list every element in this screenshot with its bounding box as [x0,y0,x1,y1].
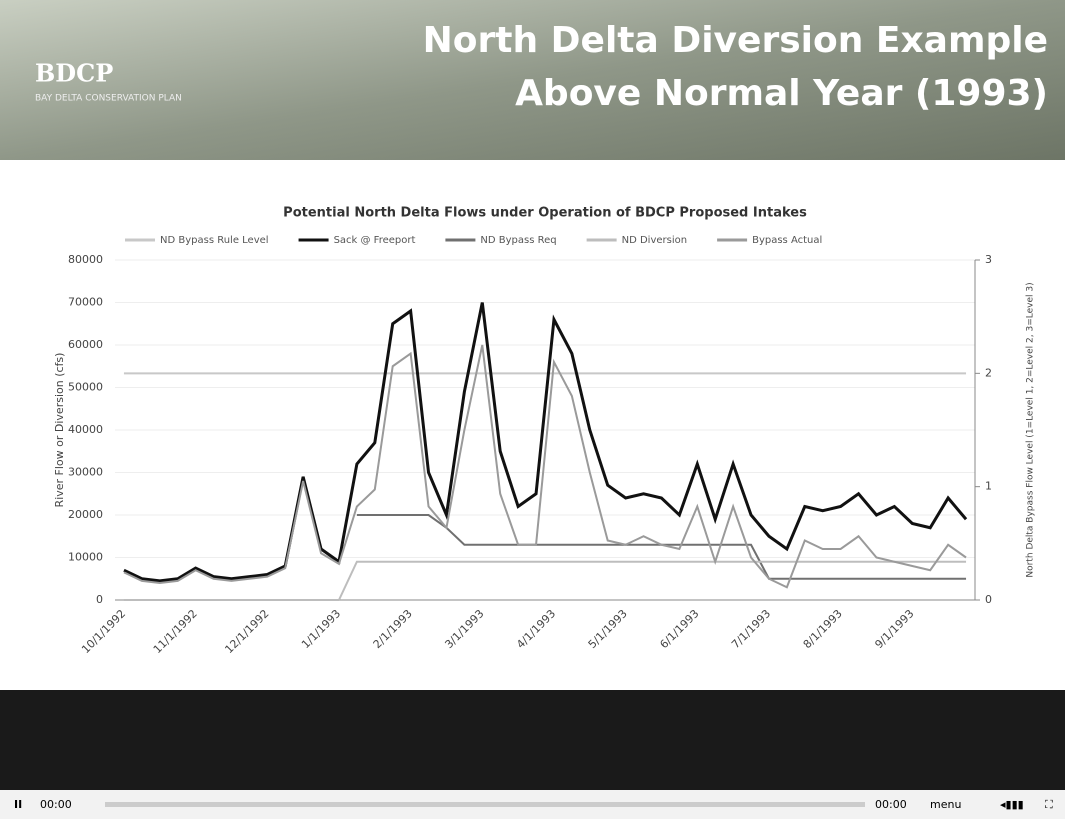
y-tick-label: 0 [96,593,103,606]
logo-sub: BAY DELTA CONSERVATION PLAN [35,94,182,104]
series-line [123,560,967,601]
y2-axis-label: North Delta Bypass Flow Level (1=Level 1… [1026,282,1036,577]
time: 00:00 [875,798,907,811]
x-tick-label: 8/1/1993 [801,607,845,651]
x-tick-label: 1/1/1993 [299,607,343,651]
chart-title: Potential North Delta Flows under Operat… [283,206,807,221]
y-tick-label: 40000 [68,423,103,436]
x-tick-label: 12/1/1992 [222,607,271,656]
y-axis-label: River Flow or Diversion (cfs) [53,353,66,508]
y-tick-label: 30000 [68,466,103,479]
legend-label: Sack @ Freeport [334,235,416,246]
y2-tick-label: 3 [985,253,992,266]
x-tick-label: 10/1/1992 [79,607,128,656]
y-tick-label: 80000 [68,253,103,266]
footer-band [0,690,1065,790]
time: 00:00 [40,798,72,811]
x-tick-label: 2/1/1993 [371,607,415,651]
x-tick-label: 3/1/1993 [442,607,486,651]
logo: BDCP [35,59,113,88]
y-tick-label: 60000 [68,338,103,351]
x-tick-label: 4/1/1993 [514,607,558,651]
y-tick-label: 50000 [68,381,103,394]
x-tick-label: 11/1/1992 [151,607,200,656]
y2-tick-label: 1 [985,480,992,493]
play-button[interactable]: II [14,798,22,811]
series-line [123,344,967,589]
header-bg [0,0,1065,160]
x-tick-label: 6/1/1993 [657,607,701,651]
slide-title: North Delta Diversion Example [423,20,1048,61]
x-tick-label: 9/1/1993 [872,607,916,651]
menu-button[interactable]: menu [930,798,961,811]
y-tick-label: 70000 [68,296,103,309]
y-tick-label: 10000 [68,551,103,564]
legend-label: ND Bypass Rule Level [160,235,269,246]
fullscreen[interactable]: ⛶ [1045,798,1053,811]
series-line [123,302,968,583]
slide-title: Above Normal Year (1993) [515,73,1048,114]
legend-label: ND Diversion [622,235,687,246]
progress-track[interactable] [105,802,865,807]
y2-tick-label: 2 [985,366,992,379]
series-line [356,514,967,580]
legend-label: Bypass Actual [752,235,822,246]
x-tick-label: 7/1/1993 [729,607,773,651]
volume[interactable]: ◂▮▮▮ [1000,798,1024,811]
y2-tick-label: 0 [985,593,992,606]
y-tick-label: 20000 [68,508,103,521]
x-tick-label: 5/1/1993 [586,607,630,651]
legend-label: ND Bypass Req [480,235,556,246]
